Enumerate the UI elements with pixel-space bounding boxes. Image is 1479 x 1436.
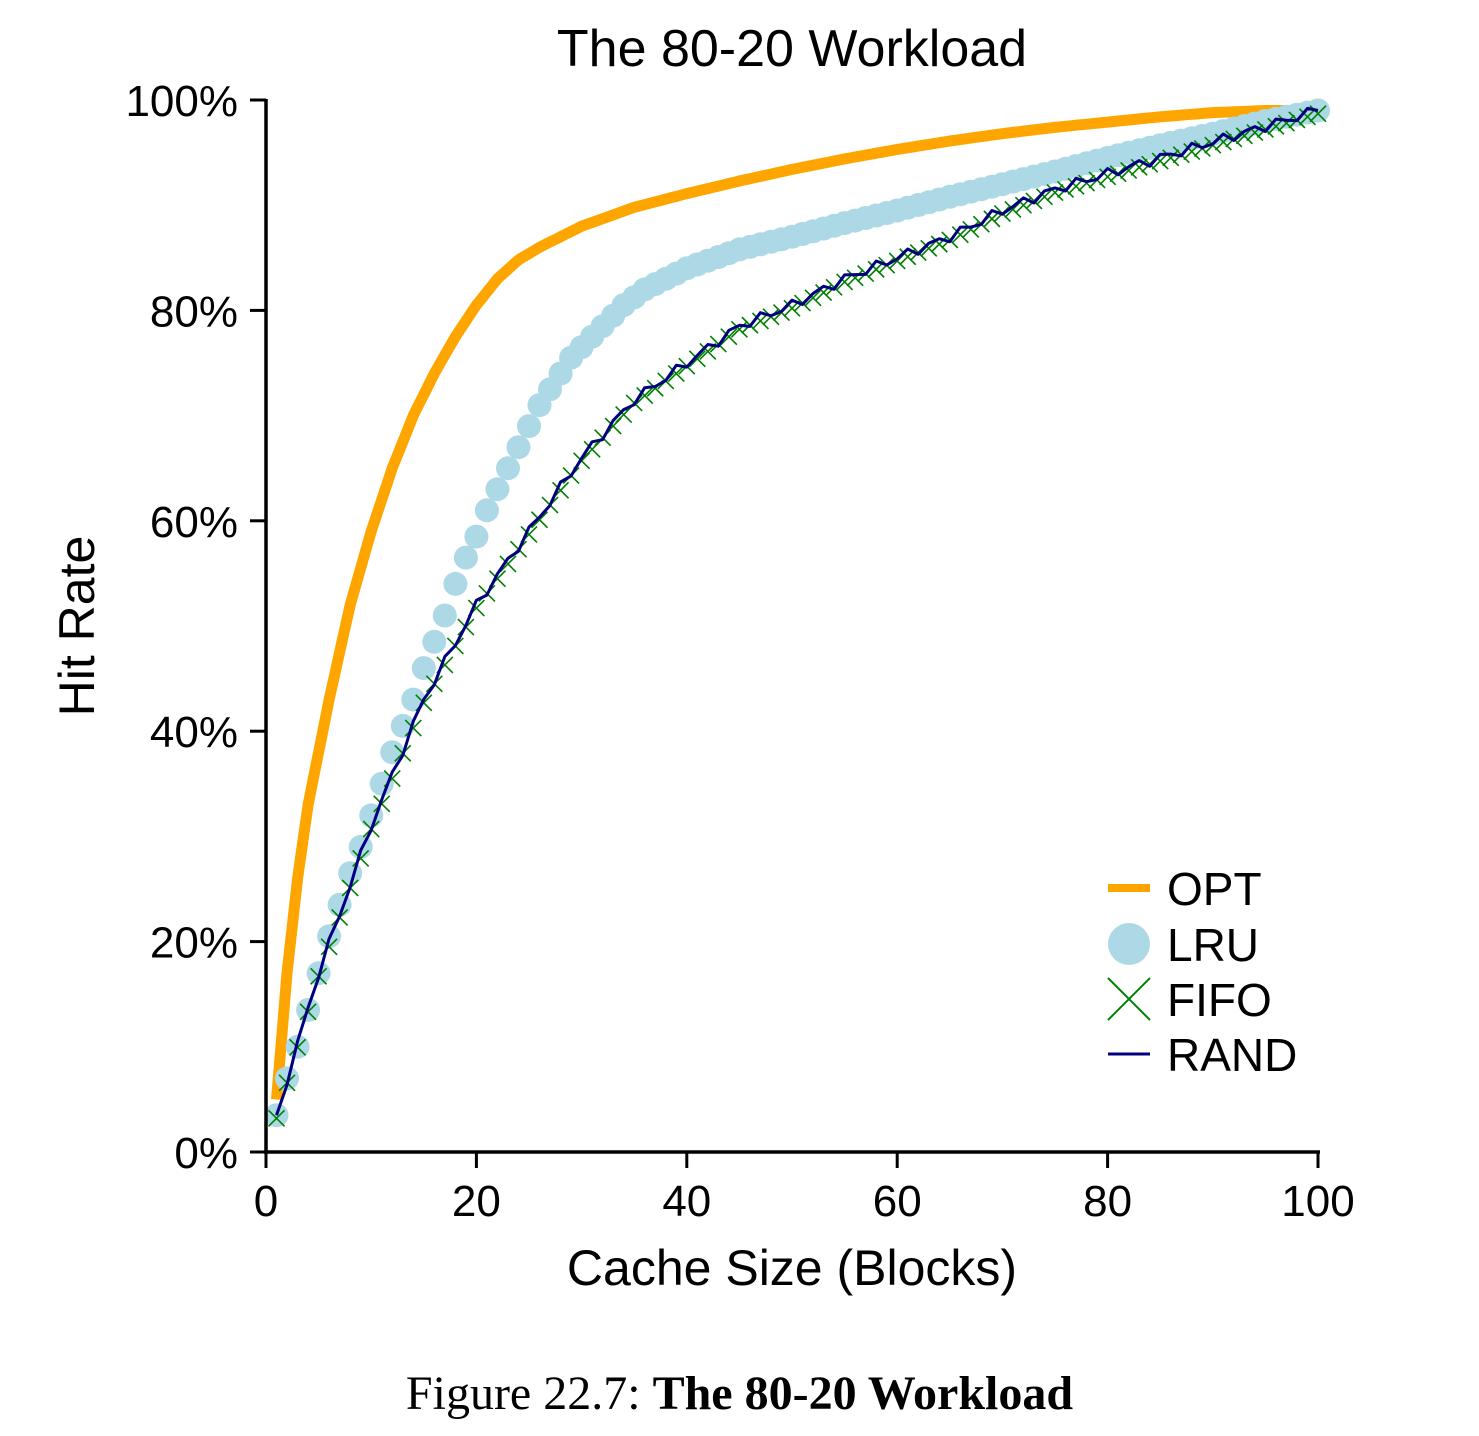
series-rand-line [275,106,1319,1116]
legend: OPT LRU FIFO RAND [1107,863,1297,1081]
x-tick-label: 100 [1281,1177,1354,1226]
lru-point [496,456,520,481]
legend-opt-label: OPT [1167,863,1262,915]
y-tick-label: 80% [150,287,238,336]
fifo-point [962,220,980,238]
y-tick-label: 40% [150,708,238,757]
y-ticks: 0% 20% 40% 60% 80% 100% [125,77,266,1178]
legend-rand-label: RAND [1167,1029,1297,1081]
lru-point [422,629,447,654]
legend-item-rand: RAND [1108,1029,1297,1081]
x-axis-label: Cache Size (Blocks) [567,1240,1017,1296]
fifo-point [688,350,706,368]
legend-lru-swatch [1108,923,1150,965]
fifo-point [920,239,938,257]
y-tick-label: 100% [125,77,238,126]
x-tick-label: 60 [873,1177,922,1226]
y-tick-label: 60% [150,498,238,547]
lru-point [369,771,394,796]
lru-point [485,477,510,502]
lru-point [338,861,363,886]
lru-point [443,571,468,596]
lru-point [474,498,499,523]
x-ticks: 0 20 40 60 80 100 [254,1152,1355,1226]
lru-point [506,435,531,460]
x-tick-label: 0 [254,1177,278,1226]
fifo-point [636,387,654,405]
lru-point [275,1066,299,1091]
fifo-point [267,1109,286,1127]
legend-fifo-label: FIFO [1167,974,1272,1026]
legend-lru-label: LRU [1167,919,1259,971]
fifo-point [804,289,822,307]
caption-title: The 80-20 Workload [652,1367,1074,1420]
fifo-point [667,364,685,383]
fifo-point [530,511,549,529]
fifo-point [1246,124,1264,142]
series-lru [264,98,1330,1128]
fifo-point [1298,108,1317,126]
figure-caption: Figure 22.7: The 80-20 Workload [0,1366,1479,1421]
caption-prefix: Figure 22.7: [405,1367,653,1420]
fifo-point [846,269,864,287]
fifo-point [1035,188,1054,206]
fifo-point [1046,184,1064,202]
series-opt-line [271,105,1319,1100]
x-tick-label: 20 [452,1177,501,1226]
fifo-point [720,328,738,346]
fifo-point [1162,149,1180,167]
fifo-point [730,320,748,338]
legend-fifo-swatch [1107,977,1151,1021]
fifo-point [404,719,422,737]
lru-point [432,603,457,628]
y-tick-label: 20% [150,919,238,968]
lru-point [411,656,436,681]
plot-series [264,98,1330,1128]
chart: The 80-20 Workload Hit Rate Cache Size (… [49,20,1355,1296]
lru-point [464,524,489,549]
y-axis-label: Hit Rate [49,536,105,717]
y-tick-label: 0% [174,1129,238,1178]
lru-point [517,414,541,439]
fifo-point [320,938,338,956]
fifo-point [951,226,969,244]
x-tick-label: 80 [1083,1177,1132,1226]
chart-title: The 80-20 Workload [557,20,1027,78]
legend-item-fifo: FIFO [1107,974,1272,1026]
lru-point [453,545,478,570]
x-tick-label: 40 [662,1177,711,1226]
fifo-point [836,273,854,291]
fifo-point [499,555,517,573]
legend-item-lru: LRU [1108,919,1259,971]
legend-item-opt: OPT [1108,863,1262,915]
fifo-point [1277,114,1296,132]
